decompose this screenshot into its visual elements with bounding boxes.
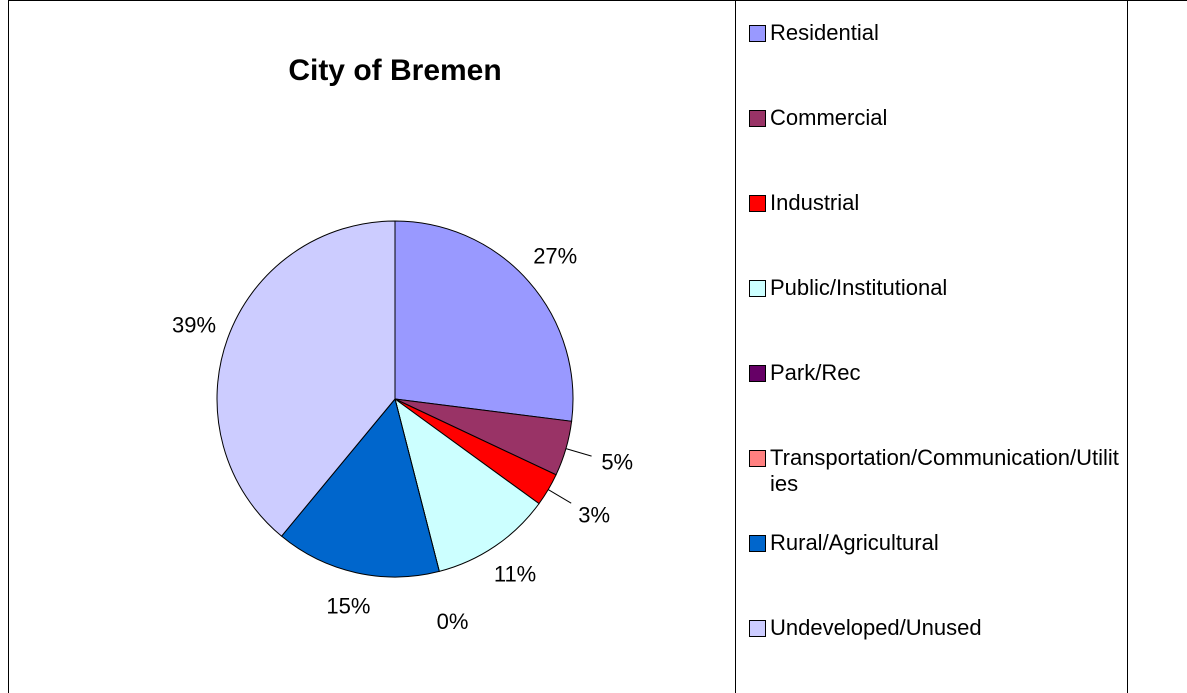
pie-slice xyxy=(394,397,540,573)
legend-item: Undeveloped/Unused xyxy=(749,615,1121,641)
legend-item: Rural/Agricultural xyxy=(749,530,1121,556)
frame xyxy=(8,0,1187,693)
data-label: 39% xyxy=(172,312,216,337)
legend-swatch xyxy=(749,280,766,297)
pie-slice xyxy=(216,220,396,537)
legend-swatch xyxy=(749,195,766,212)
legend-swatch xyxy=(749,365,766,382)
legend-label: Undeveloped/Unused xyxy=(770,615,982,640)
data-label: 27% xyxy=(533,244,577,269)
legend-item: Residential xyxy=(749,20,1121,46)
pie-slice xyxy=(280,397,440,578)
leader-line xyxy=(565,448,592,457)
legend-item: Industrial xyxy=(749,190,1121,216)
legend-label: Public/Institutional xyxy=(770,275,948,300)
legend-item: Commercial xyxy=(749,105,1121,131)
data-label: 0% xyxy=(437,609,469,634)
legend-label: Transportation/Communication/Utilities xyxy=(770,445,1119,496)
legend-item: Transportation/Communication/Utilities xyxy=(749,445,1121,497)
leader-line xyxy=(547,489,572,504)
legend-label: Rural/Agricultural xyxy=(770,530,939,555)
legend-swatch xyxy=(749,535,766,552)
legend-swatch xyxy=(749,450,766,467)
legend-swatch xyxy=(749,620,766,637)
data-label: 5% xyxy=(601,449,633,474)
data-label: 15% xyxy=(326,593,370,618)
legend-label: Industrial xyxy=(770,190,860,215)
chart-title: City of Bremen xyxy=(288,54,501,87)
data-label: 11% xyxy=(494,561,536,586)
legend-label: Commercial xyxy=(770,105,888,130)
pie-slice xyxy=(394,220,574,422)
legend-item: Public/Institutional xyxy=(749,275,1121,301)
data-label: 3% xyxy=(578,503,610,528)
legend-swatch xyxy=(749,110,766,127)
legend-item: Park/Rec xyxy=(749,360,1121,386)
legend-label: Park/Rec xyxy=(770,360,861,385)
legend-swatch xyxy=(749,25,766,42)
legend-label: Residential xyxy=(770,20,879,45)
